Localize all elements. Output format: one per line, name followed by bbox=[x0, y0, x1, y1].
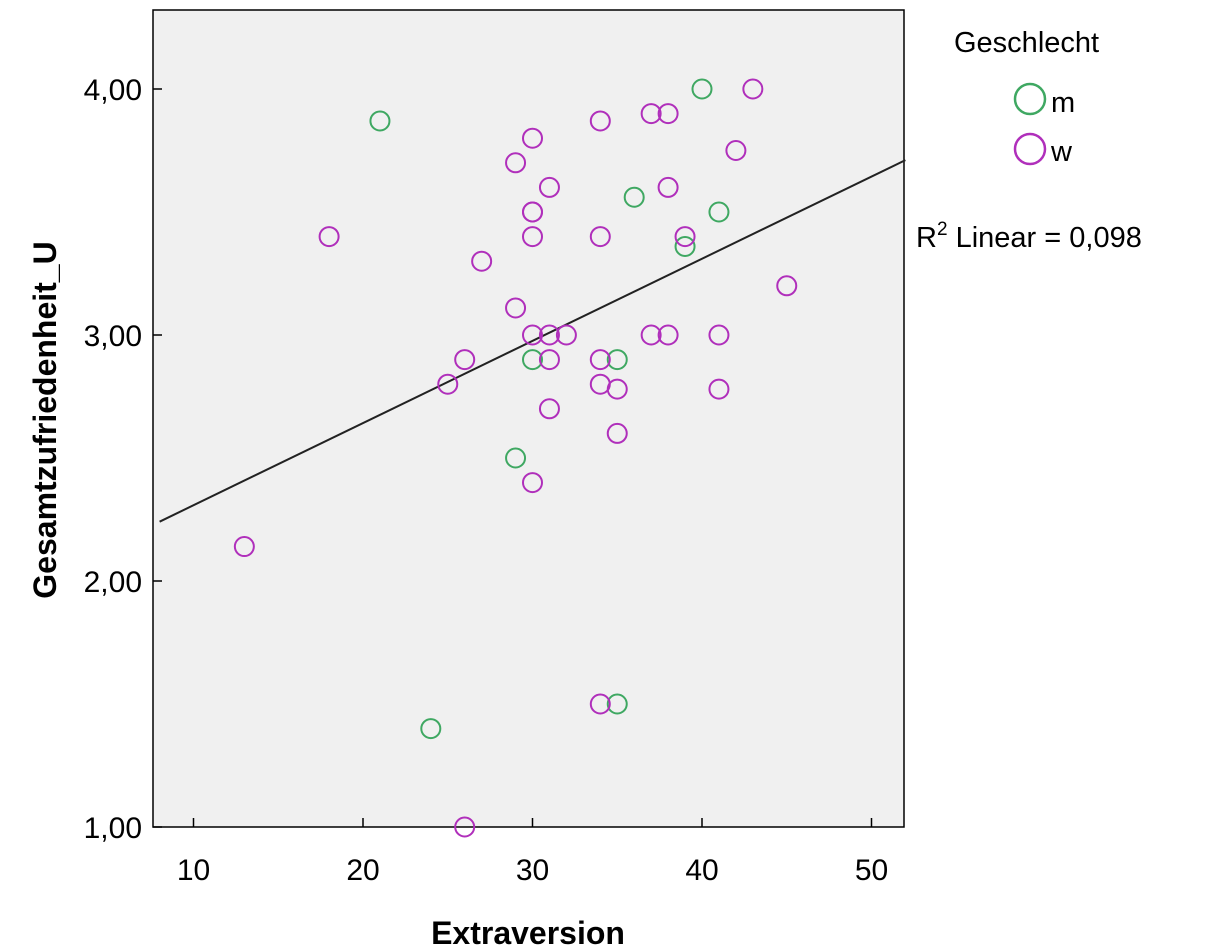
data-point-w bbox=[522, 324, 543, 346]
x-tick-label: 30 bbox=[516, 854, 549, 887]
data-point-w bbox=[640, 103, 662, 125]
data-point-w bbox=[522, 201, 543, 223]
data-point-w bbox=[505, 152, 527, 174]
data-point-w bbox=[538, 176, 560, 198]
data-point-w bbox=[454, 816, 476, 838]
data-point-m bbox=[522, 349, 543, 371]
data-point-w bbox=[776, 275, 798, 297]
x-tick-label: 20 bbox=[346, 854, 379, 887]
data-point-w bbox=[318, 226, 340, 248]
data-point-w bbox=[505, 297, 527, 319]
data-point-w bbox=[555, 324, 577, 346]
y-tick-label: 1,00 bbox=[84, 812, 142, 845]
data-point-m bbox=[606, 349, 628, 371]
r-squared-exponent: 2 bbox=[937, 219, 948, 240]
data-point-m bbox=[606, 693, 628, 715]
r-squared-value: Linear = 0,098 bbox=[948, 222, 1142, 254]
plot-area bbox=[152, 9, 905, 828]
data-point-w bbox=[522, 226, 543, 248]
data-point-w bbox=[538, 324, 560, 346]
data-point-w bbox=[589, 226, 611, 248]
data-point-w bbox=[725, 140, 747, 161]
legend-label-w: w bbox=[1050, 136, 1073, 168]
data-point-w bbox=[233, 536, 255, 558]
x-tick-label: 50 bbox=[855, 854, 888, 887]
data-point-w bbox=[538, 398, 560, 420]
data-point-w bbox=[538, 349, 560, 371]
legend: Geschlecht m w bbox=[954, 27, 1099, 168]
x-axis-title: Extraversion bbox=[431, 915, 625, 946]
data-points bbox=[233, 78, 798, 838]
regression-line bbox=[159, 159, 906, 523]
data-point-m bbox=[674, 235, 696, 257]
data-point-w bbox=[657, 103, 679, 125]
data-point-w bbox=[657, 176, 679, 198]
x-tick-label: 10 bbox=[177, 854, 210, 887]
data-point-w bbox=[471, 250, 493, 272]
r-squared-r: R bbox=[916, 222, 937, 254]
data-point-m bbox=[691, 78, 713, 100]
data-point-w bbox=[657, 324, 679, 346]
y-tick-label: 4,00 bbox=[84, 74, 142, 107]
data-point-m bbox=[369, 110, 391, 132]
data-point-m bbox=[420, 718, 442, 740]
legend-label-m: m bbox=[1051, 87, 1075, 119]
data-point-w bbox=[437, 373, 459, 395]
y-axis-title: Gesamtzufriedenheit_U bbox=[27, 241, 63, 598]
data-point-m bbox=[623, 186, 645, 208]
data-point-w bbox=[606, 422, 628, 444]
x-tick-label: 40 bbox=[685, 854, 718, 887]
y-axis: 1,00 2,00 3,00 4,00 bbox=[84, 74, 162, 845]
data-point-w bbox=[589, 693, 611, 715]
data-point-w bbox=[708, 324, 730, 346]
data-point-w bbox=[589, 349, 611, 371]
data-point-w bbox=[454, 349, 476, 371]
y-tick-label: 3,00 bbox=[84, 320, 142, 353]
data-point-w bbox=[589, 110, 611, 132]
r-squared-label: R2 Linear = 0,098 bbox=[916, 219, 1142, 254]
x-axis: 10 20 30 40 50 bbox=[177, 818, 888, 887]
data-point-w bbox=[522, 127, 543, 149]
data-point-w bbox=[708, 378, 730, 400]
data-point-w bbox=[742, 78, 764, 100]
legend-marker-m bbox=[1013, 82, 1047, 116]
data-point-m bbox=[708, 201, 730, 223]
legend-marker-w bbox=[1013, 132, 1047, 166]
data-point-w bbox=[522, 472, 543, 494]
data-point-w bbox=[606, 378, 628, 400]
data-point-w bbox=[640, 324, 662, 346]
data-point-w bbox=[674, 226, 696, 248]
legend-title: Geschlecht bbox=[954, 27, 1099, 59]
y-tick-label: 2,00 bbox=[84, 566, 142, 599]
data-point-m bbox=[505, 447, 527, 469]
